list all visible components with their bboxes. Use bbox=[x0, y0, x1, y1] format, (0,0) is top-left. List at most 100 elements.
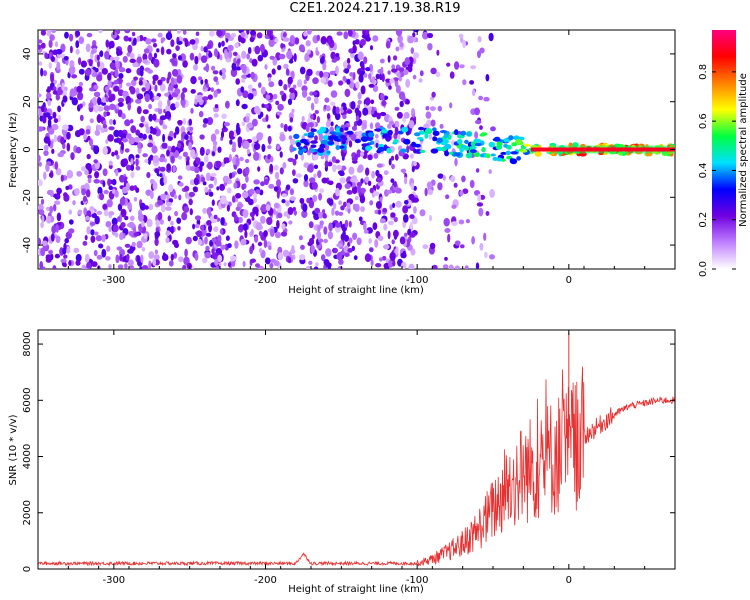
noise-speckle bbox=[148, 134, 153, 140]
ridge-blob bbox=[432, 130, 440, 136]
noise-speckle bbox=[200, 45, 204, 52]
noise-speckle bbox=[86, 226, 91, 235]
ridge-blob bbox=[474, 152, 480, 158]
noise-speckle bbox=[379, 218, 386, 224]
noise-speckle bbox=[91, 261, 98, 267]
noise-speckle bbox=[111, 217, 118, 226]
noise-speckle bbox=[399, 70, 405, 78]
noise-speckle bbox=[245, 116, 250, 123]
noise-speckle bbox=[148, 251, 155, 259]
noise-speckle bbox=[214, 129, 220, 135]
noise-speckle bbox=[264, 64, 268, 70]
noise-speckle bbox=[68, 260, 72, 266]
noise-speckle bbox=[141, 265, 149, 269]
noise-speckle bbox=[43, 171, 47, 180]
noise-speckle bbox=[375, 201, 382, 209]
noise-speckle bbox=[231, 147, 236, 153]
noise-speckle bbox=[161, 142, 168, 149]
noise-speckle bbox=[116, 49, 123, 56]
noise-speckle bbox=[238, 216, 243, 224]
noise-speckle bbox=[195, 157, 201, 165]
noise-speckle bbox=[316, 34, 320, 41]
noise-speckle bbox=[82, 240, 88, 246]
noise-speckle bbox=[241, 121, 246, 126]
noise-speckle bbox=[225, 32, 231, 39]
noise-speckle bbox=[152, 258, 157, 267]
carrier-line bbox=[530, 147, 675, 152]
noise-speckle bbox=[190, 107, 194, 114]
noise-speckle bbox=[288, 135, 293, 140]
noise-speckle bbox=[119, 197, 126, 206]
noise-speckle bbox=[374, 239, 379, 248]
noise-speckle bbox=[220, 130, 225, 138]
ridge-blob bbox=[322, 135, 329, 140]
noise-speckle bbox=[83, 207, 88, 216]
noise-speckle bbox=[153, 254, 160, 261]
noise-speckle bbox=[322, 62, 327, 71]
ridge-blob bbox=[319, 143, 326, 150]
ridge-blob bbox=[492, 138, 501, 142]
ridge-blob bbox=[492, 156, 498, 161]
noise-speckle bbox=[356, 149, 361, 158]
noise-speckle bbox=[396, 72, 401, 77]
snr-frame bbox=[37, 329, 676, 570]
noise-speckle bbox=[240, 31, 246, 38]
ridge-blob bbox=[466, 131, 472, 137]
noise-speckle bbox=[124, 216, 129, 221]
noise-speckle bbox=[446, 62, 451, 67]
noise-speckle bbox=[199, 146, 205, 156]
ridge-blob bbox=[354, 138, 361, 144]
ridge-blob bbox=[457, 138, 463, 145]
noise-speckle bbox=[325, 120, 331, 128]
noise-speckle bbox=[328, 222, 333, 232]
noise-speckle bbox=[170, 77, 175, 86]
noise-speckle bbox=[303, 31, 308, 37]
noise-speckle bbox=[57, 105, 62, 113]
noise-speckle bbox=[279, 90, 285, 96]
ridge-blob bbox=[298, 146, 304, 151]
noise-speckle bbox=[75, 253, 82, 262]
ridge-blob bbox=[360, 136, 369, 143]
noise-speckle bbox=[227, 262, 232, 268]
noise-speckle bbox=[106, 199, 113, 208]
chart-title: C2E1.2024.217.19.38.R19 bbox=[289, 1, 461, 16]
noise-speckle bbox=[103, 111, 107, 118]
noise-speckle bbox=[365, 67, 371, 72]
noise-speckle bbox=[205, 245, 210, 252]
noise-speckle bbox=[279, 53, 286, 60]
ridge-blob bbox=[386, 147, 392, 154]
noise-speckle bbox=[124, 119, 131, 127]
noise-speckle bbox=[174, 101, 180, 109]
noise-speckle bbox=[128, 37, 132, 42]
noise-speckle bbox=[431, 264, 438, 269]
noise-speckle bbox=[188, 191, 195, 198]
noise-speckle bbox=[344, 88, 351, 98]
noise-speckle bbox=[269, 228, 275, 237]
noise-speckle bbox=[365, 167, 370, 176]
noise-speckle bbox=[207, 161, 213, 170]
noise-speckle bbox=[45, 163, 50, 172]
noise-speckle bbox=[318, 211, 324, 219]
noise-speckle bbox=[462, 188, 469, 194]
noise-speckle bbox=[306, 68, 313, 77]
noise-speckle bbox=[126, 253, 130, 261]
ridge-blob bbox=[460, 130, 467, 136]
noise-speckle bbox=[96, 210, 103, 215]
noise-speckle bbox=[130, 119, 134, 124]
noise-speckle bbox=[211, 248, 215, 255]
noise-speckle bbox=[320, 155, 325, 160]
noise-speckle bbox=[117, 89, 124, 97]
noise-speckle bbox=[49, 190, 54, 197]
noise-speckle bbox=[257, 241, 263, 247]
noise-speckle bbox=[208, 183, 214, 189]
noise-speckle bbox=[333, 248, 338, 254]
ridge-blob bbox=[454, 129, 459, 136]
noise-speckle bbox=[204, 78, 208, 84]
noise-speckle bbox=[197, 238, 202, 246]
noise-speckle bbox=[474, 131, 479, 140]
noise-speckle bbox=[308, 260, 313, 265]
ridge-blob bbox=[416, 136, 424, 140]
snr-axes: -300 -200 -100 0 0 2000 4000 6000 8000 bbox=[22, 330, 676, 586]
noise-speckle bbox=[242, 209, 249, 218]
noise-speckle bbox=[125, 182, 130, 192]
